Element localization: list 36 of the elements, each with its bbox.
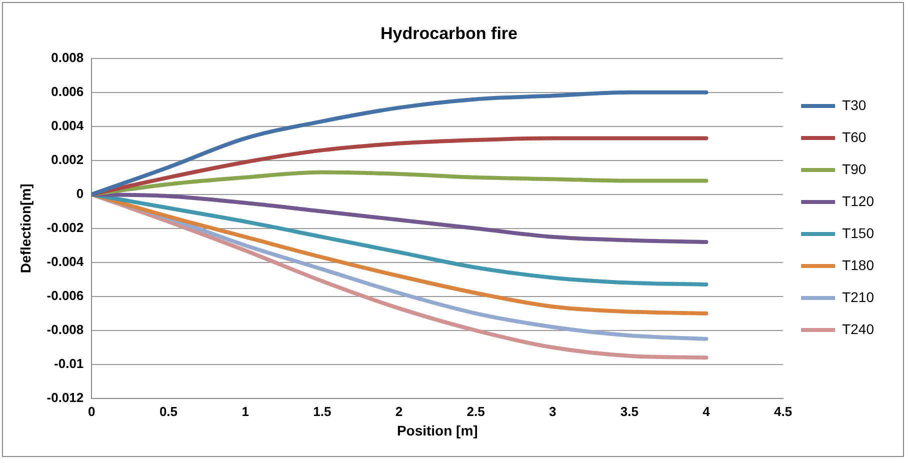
x-tick-label: 4	[702, 404, 711, 419]
legend-label: T150	[842, 224, 874, 241]
x-tick-label: 4.5	[774, 404, 792, 419]
legend-label: T240	[842, 320, 874, 337]
x-tick-label: 1	[242, 404, 249, 419]
y-tick-label: 0.004	[51, 118, 84, 133]
y-tick-label: 0.006	[51, 84, 84, 99]
y-tick-label: -0.01	[54, 356, 84, 371]
x-tick-label: 3	[548, 404, 556, 419]
legend-label: T120	[842, 192, 874, 209]
x-tick-label: 0.5	[159, 404, 178, 419]
x-tick-label: 0	[88, 404, 96, 419]
line-series	[92, 170, 708, 196]
y-tick-label: -0.006	[46, 288, 84, 303]
y-tick-label: -0.004	[46, 254, 84, 269]
x-tick-label: 2.5	[466, 404, 485, 419]
x-tick-label: 1.5	[313, 404, 332, 419]
line-series	[92, 90, 708, 196]
y-axis-title: Deflection[m]	[17, 184, 34, 274]
x-tick-label: 3.5	[620, 404, 638, 419]
x-axis-title: Position [m]	[396, 422, 478, 438]
legend-label: T30	[842, 96, 866, 113]
y-tick-label: 0.002	[51, 152, 84, 167]
legend-label: T60	[842, 128, 866, 145]
y-tick-label: 0.008	[51, 50, 84, 65]
y-tick-label: 0	[76, 186, 84, 201]
y-tick-label: -0.012	[46, 390, 84, 405]
legend-label: T180	[842, 256, 874, 273]
legend-label: T90	[842, 160, 866, 177]
y-tick-label: -0.002	[46, 220, 84, 235]
line-series	[92, 136, 708, 196]
legend-label: T210	[842, 288, 874, 305]
y-tick-label: -0.008	[46, 322, 84, 337]
chart-title: Hydrocarbon fire	[380, 24, 518, 43]
line-series	[92, 192, 708, 244]
x-tick-label: 2	[395, 404, 403, 419]
